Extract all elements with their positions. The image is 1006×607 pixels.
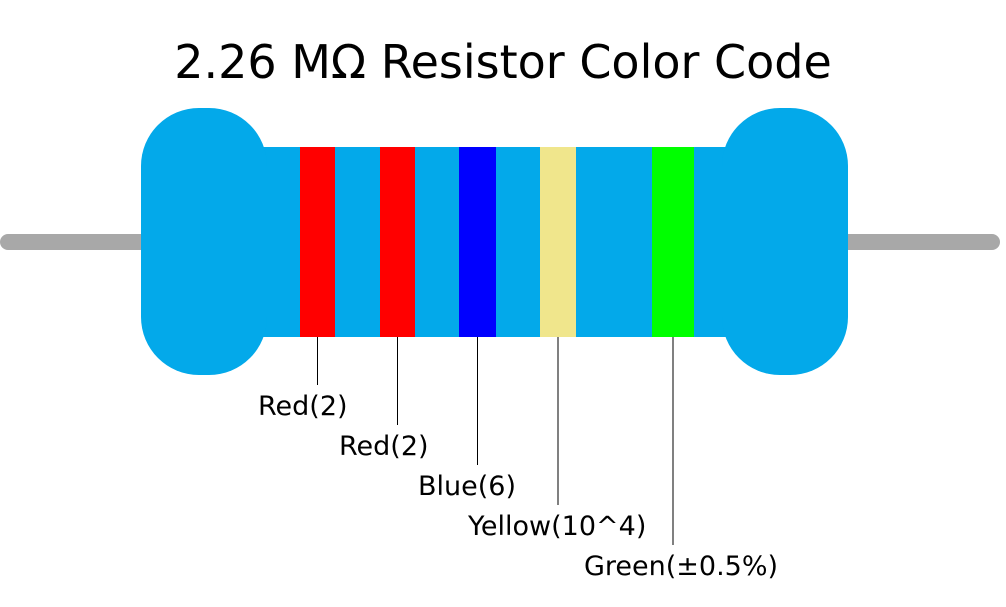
bands: Red(2) Red(2) Blue(6) Yellow(10^4) Green(±0.… bbox=[258, 147, 778, 582]
color-band bbox=[652, 147, 694, 337]
title: 2.26 MΩ Resistor Color Code bbox=[174, 35, 832, 89]
band-label: Red(2) bbox=[339, 431, 429, 462]
band-label: Red(2) bbox=[258, 391, 348, 422]
end-cap-left bbox=[141, 108, 267, 375]
color-band bbox=[300, 147, 335, 337]
color-band bbox=[459, 147, 496, 337]
color-band bbox=[380, 147, 415, 337]
band-label: Yellow(10^4) bbox=[467, 511, 646, 542]
end-cap-right bbox=[722, 108, 848, 375]
color-band bbox=[540, 147, 576, 337]
band-label: Green(±0.5%) bbox=[584, 551, 778, 582]
band-label: Blue(6) bbox=[418, 471, 516, 502]
